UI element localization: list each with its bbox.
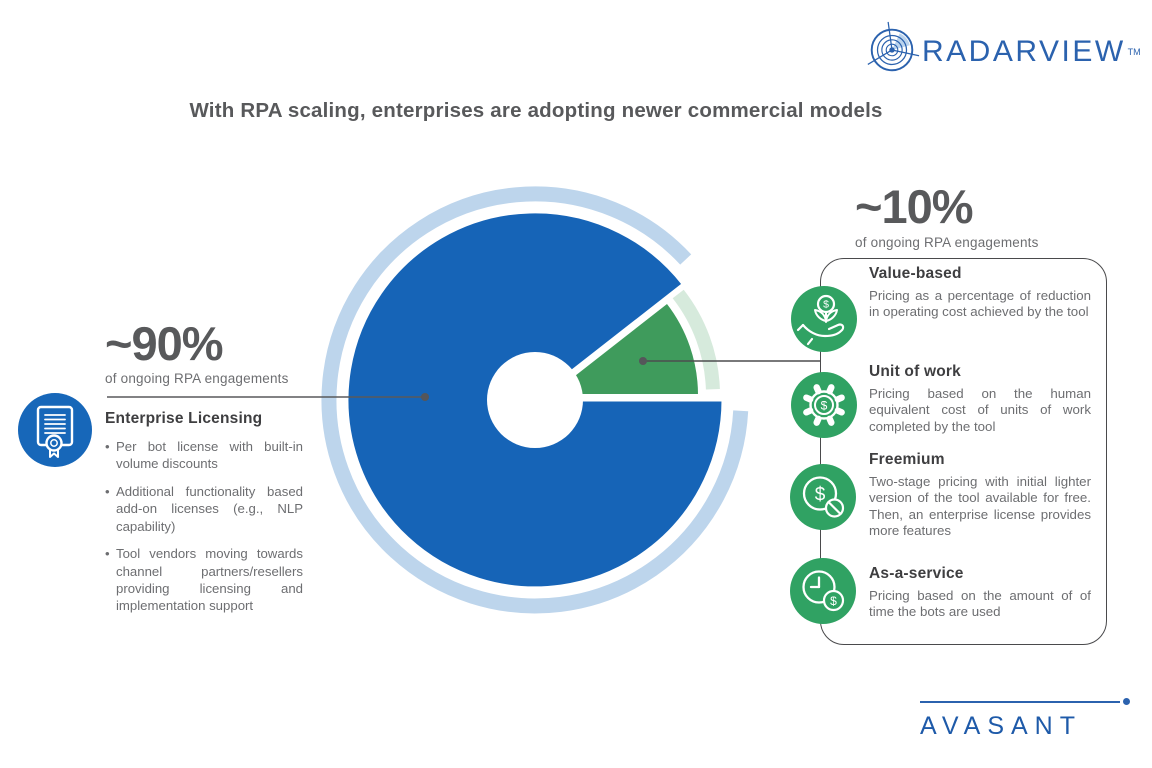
- radarview-tm: TM: [1127, 46, 1141, 57]
- stat-90-caption: of ongoing RPA engagements: [105, 371, 289, 386]
- radarview-logo: RADARVIEW TM: [862, 20, 1141, 83]
- gear-dollar-icon: $: [791, 372, 857, 438]
- model-description: Two-stage pricing with initial lighter v…: [869, 474, 1091, 539]
- hand-plant-dollar-icon: $: [791, 286, 857, 352]
- model-title: Freemium: [869, 451, 945, 468]
- avasant-rule-dot: [1123, 698, 1130, 705]
- svg-text:$: $: [830, 594, 837, 608]
- outer-arc-green: [672, 289, 720, 390]
- page-title: With RPA scaling, enterprises are adopti…: [189, 99, 883, 122]
- model-title: Unit of work: [869, 363, 961, 380]
- bullet-add-on-licenses: Additional functionality based add-on li…: [105, 483, 303, 535]
- stat-10-caption: of ongoing RPA engagements: [855, 235, 1039, 250]
- commercial-models-panel: Value-based Pricing as a percentage of r…: [820, 258, 1107, 645]
- outer-arc-blue: [321, 186, 749, 614]
- radar-icon: [862, 20, 922, 83]
- svg-text:$: $: [821, 399, 828, 413]
- enterprise-licensing-heading: Enterprise Licensing: [105, 410, 263, 427]
- leader-dot-left: [421, 393, 429, 401]
- svg-text:$: $: [823, 299, 829, 311]
- model-description: Pricing as a percentage of reduction in …: [869, 288, 1091, 320]
- avasant-rule-line: [920, 700, 1120, 703]
- donut-hole: [487, 352, 583, 448]
- model-freemium: Freemium Two-stage pricing with initial …: [869, 451, 1091, 540]
- enterprise-licensing-bullets: Per bot license with built-in volume dis…: [105, 438, 303, 625]
- dollar-free-icon: $: [790, 464, 856, 530]
- svg-text:$: $: [815, 485, 826, 506]
- stat-10-percent: ~10%: [855, 180, 974, 233]
- enterprise-licensing-icon: [18, 393, 92, 467]
- model-value-based: Value-based Pricing as a percentage of r…: [869, 265, 1091, 321]
- bullet-per-bot-license: Per bot license with built-in volume dis…: [105, 438, 303, 473]
- avasant-rule: [920, 698, 1130, 705]
- bullet-channel-partners: Tool vendors moving towards channel part…: [105, 545, 303, 615]
- avasant-logo: AVASANT: [920, 698, 1130, 741]
- avasant-wordmark: AVASANT: [920, 712, 1082, 740]
- leader-dot-right: [639, 357, 647, 365]
- model-title: As-a-service: [869, 565, 964, 582]
- stat-90-percent: ~90%: [105, 317, 224, 370]
- model-unit-of-work: Unit of work Pricing based on the human …: [869, 363, 1091, 435]
- radarview-wordmark: RADARVIEW: [922, 34, 1126, 68]
- model-title: Value-based: [869, 265, 962, 282]
- segment-newer-models: [548, 301, 700, 396]
- model-as-a-service: As-a-service Pricing based on the amount…: [869, 565, 1091, 621]
- model-description: Pricing based on the amount of of time t…: [869, 588, 1091, 620]
- model-description: Pricing based on the human equivalent co…: [869, 386, 1091, 434]
- clock-dollar-icon: $: [790, 558, 856, 624]
